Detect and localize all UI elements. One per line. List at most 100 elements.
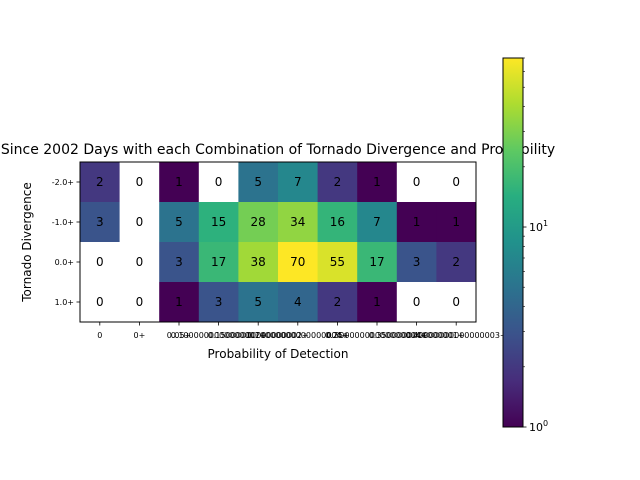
x-tick-label: 0.1000000000000001+	[171, 331, 267, 340]
heatmap-cell	[357, 242, 398, 283]
heatmap-cell	[198, 202, 239, 243]
heatmap-cell	[198, 242, 239, 283]
heatmap-cell	[159, 282, 200, 323]
cell-value-label: 16	[330, 215, 345, 229]
heatmap-cell	[436, 162, 477, 203]
cell-value-label: 3	[175, 255, 183, 269]
heatmap-cell	[396, 202, 437, 243]
heatmap-cell	[238, 162, 279, 203]
x-tick-label: 0.40000000000000003+	[406, 331, 507, 340]
cell-value-label: 0	[136, 175, 144, 189]
y-axis-ticks: -2.0+ -1.0+ 0.0+ 1.0+	[52, 178, 80, 307]
heatmap-cell	[317, 282, 358, 323]
heatmap-cell	[198, 282, 239, 323]
cell-value-label: 3	[96, 215, 104, 229]
heatmap-cell	[278, 162, 319, 203]
heatmap-cell	[317, 242, 358, 283]
heatmap-cell	[317, 202, 358, 243]
cell-value-label: 70	[290, 255, 305, 269]
x-tick-label: 0.25+	[325, 331, 350, 340]
cell-value-label: 1	[373, 175, 381, 189]
cell-value-label: 0	[136, 215, 144, 229]
heatmap-cell	[80, 282, 121, 323]
heatmap-cell	[436, 242, 477, 283]
cell-value-label: 2	[334, 175, 342, 189]
heatmap-cell	[119, 162, 160, 203]
y-tick-label: -2.0+	[52, 178, 74, 187]
heatmap-cell	[238, 282, 279, 323]
cell-value-label: 1	[452, 215, 460, 229]
heatmap-cell	[238, 202, 279, 243]
cell-value-label: 1	[373, 295, 381, 309]
heatmap-cell	[80, 162, 121, 203]
colorbar-ticks: 100 101	[523, 57, 548, 434]
colorbar-tick-label: 101	[529, 219, 548, 234]
heatmap-cell	[396, 242, 437, 283]
heatmap-cell	[317, 162, 358, 203]
heatmap-cell	[80, 242, 121, 283]
cell-value-label: 0	[96, 295, 104, 309]
x-axis-label: Probability of Detection	[208, 347, 349, 361]
heatmap-cell	[119, 242, 160, 283]
heatmap-cell	[396, 282, 437, 323]
x-tick-label: 0.15000000000000002+	[208, 331, 309, 340]
y-tick-label: 0.0+	[55, 258, 74, 267]
cell-value-label: 1	[175, 175, 183, 189]
cell-value-label: 0	[413, 175, 421, 189]
cell-value-label: 15	[211, 215, 226, 229]
heatmap-cell	[238, 242, 279, 283]
chart-title: Since 2002 Days with each Combination of…	[1, 142, 555, 158]
x-tick-label: 0	[97, 331, 102, 340]
heatmap-cell	[159, 162, 200, 203]
cell-value-label: 34	[290, 215, 305, 229]
cell-value-label: 28	[251, 215, 266, 229]
cell-value-label: 2	[96, 175, 104, 189]
plot-frame	[79, 161, 477, 323]
cell-value-label: 7	[294, 175, 302, 189]
cell-value-label: 1	[175, 295, 183, 309]
heatmap-cell	[278, 242, 319, 283]
cell-value-label: 55	[330, 255, 345, 269]
cell-value-label: 0	[215, 175, 223, 189]
cell-value-label: 3	[215, 295, 223, 309]
heatmap-cell	[80, 202, 121, 243]
cell-value-label: 38	[251, 255, 266, 269]
cell-value-labels: 2 0 1 0 5 7 2 1 0 03 0 5 15 28 34 16 7 1 10 0 3 17 38 70 55 17 3 20…	[96, 175, 460, 309]
cell-value-label: 5	[254, 175, 262, 189]
heatmap-cell	[159, 202, 200, 243]
cell-value-label: 0	[413, 295, 421, 309]
cell-value-label: 7	[373, 215, 381, 229]
heatmap-cell	[119, 202, 160, 243]
x-tick-label: 0.3500000000000001+	[369, 331, 465, 340]
y-tick-label: 1.0+	[55, 298, 74, 307]
heatmap-cell	[357, 282, 398, 323]
heatmap-cell	[159, 242, 200, 283]
cell-value-label: 0	[96, 255, 104, 269]
y-tick-label: -1.0+	[52, 218, 74, 227]
cell-value-label: 2	[452, 255, 460, 269]
heatmap-cell	[357, 162, 398, 203]
cell-value-label: 4	[294, 295, 302, 309]
cell-value-label: 2	[334, 295, 342, 309]
heatmap-cell	[436, 282, 477, 323]
cell-value-label: 3	[413, 255, 421, 269]
cell-value-label: 1	[413, 215, 421, 229]
heatmap-cells	[80, 162, 477, 323]
colorbar-tick-label: 100	[529, 419, 548, 434]
cell-value-label: 5	[175, 215, 183, 229]
x-tick-label: 0.30000000000000004+	[327, 331, 428, 340]
heatmap-cell	[119, 282, 160, 323]
cell-value-label: 0	[452, 295, 460, 309]
cell-value-label: 17	[211, 255, 226, 269]
colorbar	[502, 57, 524, 428]
heatmap-cell	[396, 162, 437, 203]
heatmap-cell	[198, 162, 239, 203]
x-tick-label: 0+	[134, 331, 146, 340]
y-axis-label: Tornado Divergence	[20, 182, 34, 302]
x-axis-ticks: 0 0+ 0.05+0.1000000000000001+0.15000000000…	[97, 322, 507, 340]
heatmap-cell	[278, 202, 319, 243]
heatmap-cell	[436, 202, 477, 243]
heatmap-cell	[278, 282, 319, 323]
cell-value-label: 0	[136, 255, 144, 269]
